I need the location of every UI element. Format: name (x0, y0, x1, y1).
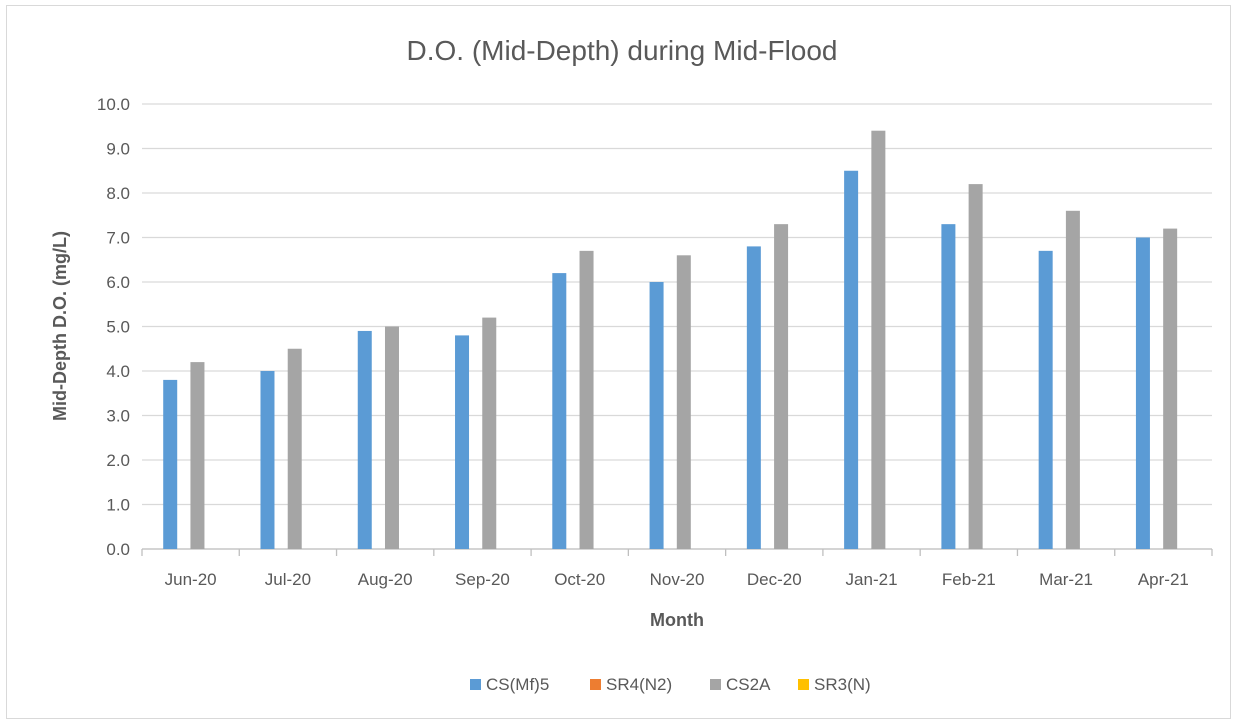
y-tick-label: 7.0 (106, 229, 130, 248)
legend-label: SR3(N) (814, 675, 871, 694)
y-axis-ticks: 0.0 1.0 2.0 3.0 4.0 5.0 6.0 7.0 8.0 9.0 10.0 (97, 95, 130, 559)
x-axis-title: Month (650, 610, 704, 630)
bar-cs-mf-5-aug-20 (357, 330, 372, 549)
y-tick-label: 5.0 (106, 318, 130, 337)
chart-frame (6, 5, 1231, 719)
bar-cs-mf-5-apr-21 (1135, 237, 1150, 549)
legend-label: CS2A (726, 675, 771, 694)
bar-cs2a-sep-20 (482, 317, 497, 549)
bar-cs2a-feb-21 (968, 184, 983, 549)
legend-label: SR4(N2) (606, 675, 672, 694)
y-tick-label: 8.0 (106, 184, 130, 203)
bar-cs-mf-5-sep-20 (455, 335, 470, 549)
legend-swatch (798, 679, 809, 690)
x-tick-label: Oct-20 (554, 570, 605, 589)
legend: CS(Mf)5 SR4(N2) CS2A SR3(N) (470, 675, 871, 694)
x-tick-label: Dec-20 (747, 570, 802, 589)
y-tick-label: 4.0 (106, 362, 130, 381)
x-tick-label: Sep-20 (455, 570, 510, 589)
x-tick-label: Mar-21 (1039, 570, 1093, 589)
legend-swatch (590, 679, 601, 690)
y-tick-label: 9.0 (106, 140, 130, 159)
bar-cs-mf-5-dec-20 (746, 246, 761, 549)
bar-cs2a-jul-20 (287, 348, 302, 549)
y-axis-title: Mid-Depth D.O. (mg/L) (50, 231, 70, 421)
bars (163, 130, 1178, 550)
y-tick-label: 10.0 (97, 95, 130, 114)
bar-cs-mf-5-mar-21 (1038, 250, 1053, 549)
bar-cs2a-jan-21 (871, 130, 886, 549)
x-axis-ticks: Jun-20 Jul-20 Aug-20 Sep-20 Oct-20 Nov-20 Dec-… (165, 570, 1189, 589)
bar-cs-mf-5-jul-20 (260, 371, 275, 549)
x-tick-label: Jul-20 (265, 570, 311, 589)
bar-cs2a-dec-20 (774, 224, 789, 549)
y-tick-label: 1.0 (106, 496, 130, 515)
y-tick-label: 2.0 (106, 451, 130, 470)
bar-cs-mf-5-nov-20 (649, 282, 664, 549)
bar-cs2a-apr-21 (1163, 228, 1178, 549)
bar-cs2a-jun-20 (190, 362, 205, 549)
y-tick-label: 0.0 (106, 540, 130, 559)
bar-cs-mf-5-oct-20 (552, 273, 567, 549)
bar-cs-mf-5-jun-20 (163, 379, 178, 549)
bar-cs-mf-5-jan-21 (844, 170, 859, 549)
gridlines (141, 103, 1213, 556)
bar-cs2a-mar-21 (1065, 210, 1080, 550)
x-tick-label: Nov-20 (650, 570, 705, 589)
legend-swatch (710, 679, 721, 690)
bar-cs2a-aug-20 (384, 326, 399, 549)
y-tick-label: 6.0 (106, 273, 130, 292)
bar-cs2a-nov-20 (676, 255, 691, 550)
chart-title: D.O. (Mid-Depth) during Mid-Flood (406, 35, 837, 66)
bar-cs-mf-5-feb-21 (941, 224, 956, 549)
legend-swatch (470, 679, 481, 690)
x-tick-label: Jun-20 (165, 570, 217, 589)
x-tick-label: Aug-20 (358, 570, 413, 589)
legend-label: CS(Mf)5 (486, 675, 549, 694)
x-tick-label: Apr-21 (1138, 570, 1189, 589)
x-tick-label: Feb-21 (942, 570, 996, 589)
x-tick-label: Jan-21 (846, 570, 898, 589)
bar-cs2a-oct-20 (579, 250, 594, 549)
y-tick-label: 3.0 (106, 407, 130, 426)
